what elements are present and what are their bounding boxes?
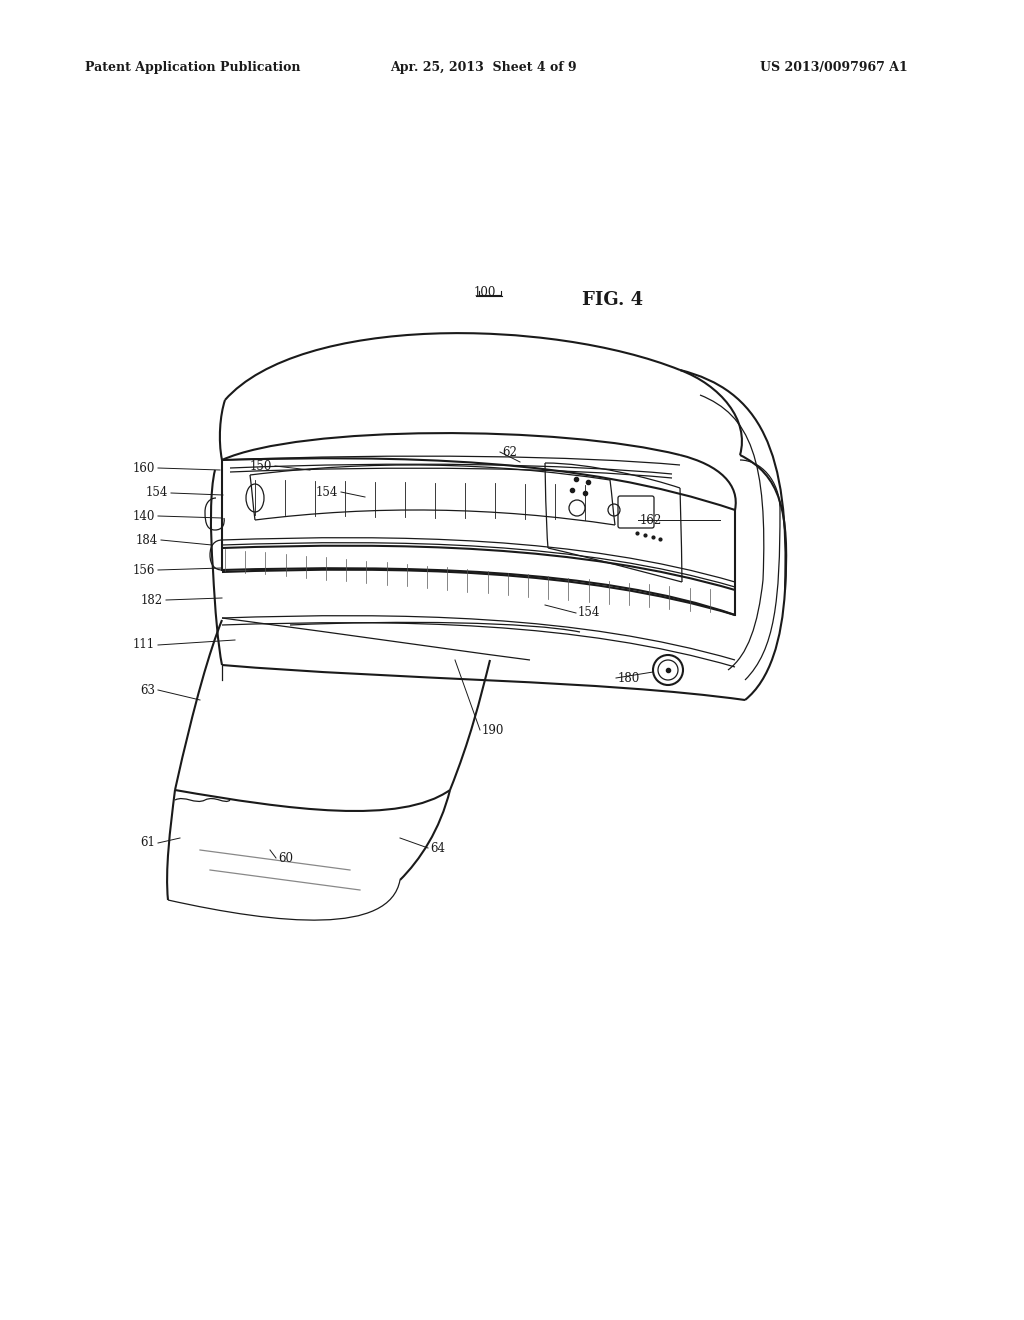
- Text: 64: 64: [430, 842, 445, 854]
- Text: US 2013/0097967 A1: US 2013/0097967 A1: [760, 62, 907, 74]
- Text: FIG. 4: FIG. 4: [582, 290, 643, 309]
- Text: 61: 61: [140, 837, 155, 850]
- Text: 150: 150: [250, 459, 272, 473]
- Text: 154: 154: [145, 487, 168, 499]
- Text: 184: 184: [136, 533, 158, 546]
- Text: 180: 180: [618, 672, 640, 685]
- Text: Apr. 25, 2013  Sheet 4 of 9: Apr. 25, 2013 Sheet 4 of 9: [390, 62, 577, 74]
- Text: 156: 156: [133, 564, 155, 577]
- Text: 182: 182: [141, 594, 163, 606]
- Text: 60: 60: [278, 851, 293, 865]
- Text: Patent Application Publication: Patent Application Publication: [85, 62, 300, 74]
- Text: 154: 154: [315, 486, 338, 499]
- Text: 111: 111: [133, 639, 155, 652]
- Text: 63: 63: [140, 684, 155, 697]
- Text: 62: 62: [502, 446, 517, 458]
- Text: 162: 162: [640, 513, 663, 527]
- Text: 190: 190: [482, 723, 505, 737]
- Text: 100: 100: [474, 285, 497, 298]
- Text: 154: 154: [578, 606, 600, 619]
- Text: 140: 140: [133, 510, 155, 523]
- Text: 160: 160: [133, 462, 155, 474]
